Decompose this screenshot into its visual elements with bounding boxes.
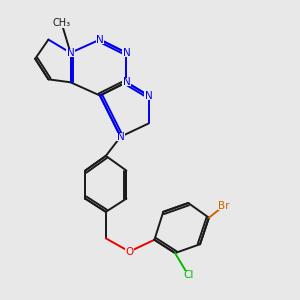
Text: N: N (96, 34, 104, 45)
Bar (55, 19, 68, 28)
Text: N: N (67, 48, 74, 58)
Text: O: O (125, 247, 134, 256)
Text: N: N (123, 48, 130, 58)
Text: CH₃: CH₃ (52, 18, 71, 28)
Bar (218, 202, 229, 210)
Bar (116, 133, 125, 141)
Bar (95, 35, 104, 44)
Text: Cl: Cl (183, 270, 194, 280)
Text: Br: Br (218, 201, 230, 211)
Bar (144, 92, 153, 100)
Text: N: N (117, 132, 124, 142)
Text: N: N (145, 91, 152, 100)
Bar (183, 271, 194, 279)
Bar (122, 49, 131, 57)
Text: N: N (123, 77, 130, 87)
Bar (125, 248, 134, 256)
Bar (122, 78, 131, 86)
Bar (66, 49, 75, 57)
